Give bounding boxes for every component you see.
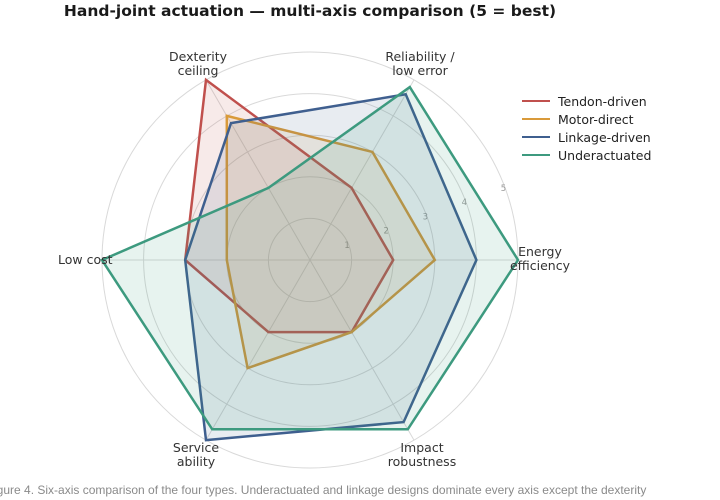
axis-label-line: ceiling	[178, 63, 219, 78]
series-area	[102, 87, 518, 430]
axis-label-line: efficiency	[510, 258, 571, 273]
grid-spoke	[309, 79, 415, 261]
axis-label: Energy efficiency	[510, 244, 571, 273]
grid-spoke	[309, 259, 415, 441]
series-line	[183, 77, 395, 334]
legend-swatch-underactuated	[522, 154, 550, 156]
axis-label-line: robustness	[388, 454, 456, 469]
legend-swatch-linkage	[522, 136, 550, 138]
chart-title: Hand-joint actuation — multi-axis compar…	[63, 2, 557, 20]
legend-item: Tendon-driven	[522, 92, 651, 110]
legend-label: Underactuated	[558, 147, 652, 163]
axis-label-line: low error	[392, 63, 448, 78]
radial-tick-label: 1	[344, 241, 349, 251]
legend-swatch-tendon	[522, 100, 550, 102]
legend: Tendon-driven Motor-direct Linkage-drive…	[522, 92, 651, 164]
radial-tick-label: 4	[462, 198, 467, 208]
legend-label: Linkage-driven	[558, 129, 651, 145]
radar-series	[100, 77, 520, 442]
axis-label-line: Dexterity	[169, 49, 228, 64]
axis-label-line: Low cost	[58, 252, 113, 267]
axis-label-line: Reliability /	[385, 49, 455, 64]
radar-chart: 1 2 3 4 5 Reliability / low error Energy effici…	[58, 49, 571, 469]
axis-label: Service ability	[173, 440, 220, 469]
axis-label-line: Energy	[518, 244, 562, 259]
axis-label: Reliability / low error	[385, 49, 455, 78]
legend-label: Tendon-driven	[558, 93, 647, 109]
legend-swatch-motor	[522, 118, 550, 120]
legend-item: Linkage-driven	[522, 128, 651, 146]
figure-caption: igure 4. Six-axis comparison of the four…	[0, 483, 647, 497]
series-line	[183, 92, 478, 442]
series-area	[185, 79, 394, 333]
radial-tick-label: 2	[383, 227, 388, 237]
axis-label: Dexterity ceiling	[169, 49, 228, 78]
legend-item: Underactuated	[522, 146, 651, 164]
grid-spoke	[205, 259, 311, 441]
axis-label-line: Impact	[400, 440, 443, 455]
radial-tick-label: 5	[501, 184, 506, 194]
axis-label: Low cost	[58, 252, 113, 267]
legend-item: Motor-direct	[522, 110, 651, 128]
radar-labels: Reliability / low error Energy efficiency Im…	[58, 49, 571, 469]
series-line	[225, 114, 437, 370]
axis-label-line: ability	[177, 454, 216, 469]
radial-tick-label: 3	[423, 212, 428, 222]
grid-spoke	[205, 79, 311, 261]
axis-label: Impact robustness	[388, 440, 456, 469]
legend-label: Motor-direct	[558, 111, 634, 127]
series-line	[100, 85, 520, 431]
axis-label-line: Service	[173, 440, 220, 455]
series-area	[185, 94, 477, 441]
